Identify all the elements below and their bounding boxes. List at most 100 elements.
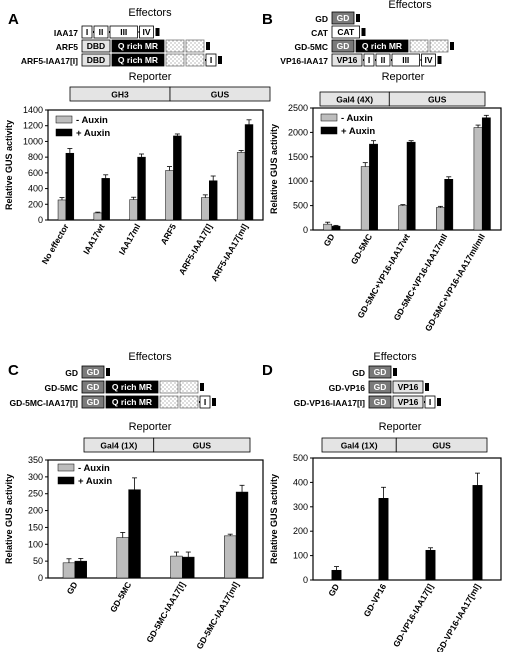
bar-minus-auxin	[129, 199, 138, 221]
domain-label: II	[99, 27, 104, 37]
y-tick-label: 400	[293, 477, 308, 487]
y-tick-label: 0	[38, 215, 43, 225]
construct-domain	[185, 53, 205, 67]
construct-domain	[429, 39, 449, 53]
legend-swatch	[320, 113, 338, 122]
y-tick-label: 1200	[23, 121, 43, 131]
reporter-promoter-label: Gal4 (1X)	[100, 441, 137, 451]
domain-label: I	[210, 55, 212, 65]
effectors-title: Effectors	[373, 351, 417, 363]
plot-frame	[312, 457, 502, 581]
domain-label: GD	[87, 367, 100, 377]
chart-a: 0 200 400 600 800 1000 1200 1400 Relative GUS ac…	[4, 105, 264, 283]
terminal-mark	[425, 383, 429, 391]
construct-domain	[391, 53, 420, 67]
y-tick-label: 2500	[288, 103, 308, 113]
y-tick-label: 150	[28, 522, 43, 532]
effectors-title: Effectors	[128, 351, 172, 363]
terminal-mark	[450, 42, 454, 50]
bar-plus-auxin	[406, 141, 416, 231]
construct-domain	[165, 39, 185, 53]
construct-domain	[331, 25, 360, 39]
y-tick-label: 100	[293, 551, 308, 561]
legend-label: - Auxin	[78, 463, 110, 474]
domain-label: DBD	[87, 41, 105, 51]
construct-domain	[355, 39, 409, 53]
bar-minus-auxin	[57, 199, 67, 221]
y-tick-label: 1500	[288, 152, 308, 162]
reporter-promoter-label: Gal4 (1X)	[341, 441, 378, 451]
bar-minus-auxin	[473, 127, 483, 231]
terminal-mark	[155, 28, 160, 36]
bar-value	[331, 569, 342, 581]
construct-label: GD-5MC	[44, 383, 78, 393]
bar-minus-auxin	[224, 535, 237, 579]
domain-label: III	[120, 27, 127, 37]
construct-domain	[81, 53, 111, 67]
panel-letter: C	[8, 362, 19, 379]
terminal-mark	[106, 368, 110, 376]
legend-swatch	[57, 463, 75, 472]
panel-b: B Effectors GD GD CAT CAT GD-5MC GD Q rich MR VP1…	[262, 0, 502, 333]
construct-domain	[392, 380, 424, 394]
domain-label: Q rich MR	[118, 41, 158, 51]
construct-domain	[165, 53, 185, 67]
y-tick-label: 600	[28, 168, 43, 178]
legend-label: - Auxin	[341, 113, 373, 124]
panel-d: D Effectors GD GD GD-VP16 GD VP16 GD-VP16-IAA17…	[262, 351, 502, 652]
domain-label: VP16	[337, 55, 358, 65]
reporter-title: Reporter	[382, 71, 425, 83]
domain-label: II	[381, 55, 386, 65]
y-axis-label: Relative GUS activity	[4, 120, 14, 210]
construct-label: VP16-IAA17	[280, 56, 328, 66]
construct-label: GD	[65, 368, 78, 378]
construct-domain	[375, 53, 391, 67]
terminal-mark	[437, 56, 442, 64]
bar-value	[472, 485, 483, 581]
construct-label: ARF5	[56, 42, 78, 52]
legend-swatch	[55, 115, 73, 124]
terminal-mark	[437, 398, 441, 406]
construct-domain	[81, 380, 105, 394]
bar-minus-auxin	[360, 166, 370, 231]
legend-label: - Auxin	[76, 115, 108, 126]
bar-plus-auxin	[137, 156, 146, 221]
construct-domain	[105, 380, 159, 394]
y-tick-label: 1400	[23, 105, 43, 115]
chart-d: 0 100 200 300 400 500 Relative GUS activity GD G…	[269, 453, 502, 652]
bar-plus-auxin	[209, 180, 218, 221]
terminal-mark	[212, 398, 216, 406]
legend-label: + Auxin	[76, 128, 110, 139]
domain-label: Q rich MR	[362, 41, 402, 51]
bar-plus-auxin	[444, 178, 454, 231]
bar-minus-auxin	[93, 212, 103, 221]
terminal-mark	[361, 28, 366, 36]
bar-minus-auxin	[323, 223, 333, 231]
reporter-gus-label: GUS	[193, 441, 212, 451]
bar-plus-auxin	[481, 117, 491, 231]
reporter-gus-label: GUS	[428, 95, 447, 105]
domain-label: GD	[87, 382, 100, 392]
bar-plus-auxin	[65, 152, 75, 221]
y-tick-label: 500	[293, 201, 308, 211]
y-tick-label: 250	[28, 489, 43, 499]
bar-plus-auxin	[182, 556, 195, 579]
construct-domain	[81, 395, 105, 409]
category-label: GD-5MC-IAA17[I]	[144, 580, 187, 644]
domain-label: Q rich MR	[118, 55, 158, 65]
domain-label: I	[368, 55, 370, 65]
panel-letter: D	[262, 362, 273, 379]
terminal-mark	[356, 14, 360, 22]
reporter-gus-box	[153, 437, 251, 453]
bar-minus-auxin	[62, 562, 76, 579]
domain-label: GD	[374, 382, 387, 392]
construct-label: CAT	[311, 28, 329, 38]
legend-label: + Auxin	[78, 476, 112, 487]
construct-domain	[331, 11, 355, 25]
y-tick-label: 800	[28, 152, 43, 162]
domain-label: I	[86, 27, 88, 37]
y-tick-label: 1000	[23, 136, 43, 146]
construct-domain	[179, 380, 199, 394]
